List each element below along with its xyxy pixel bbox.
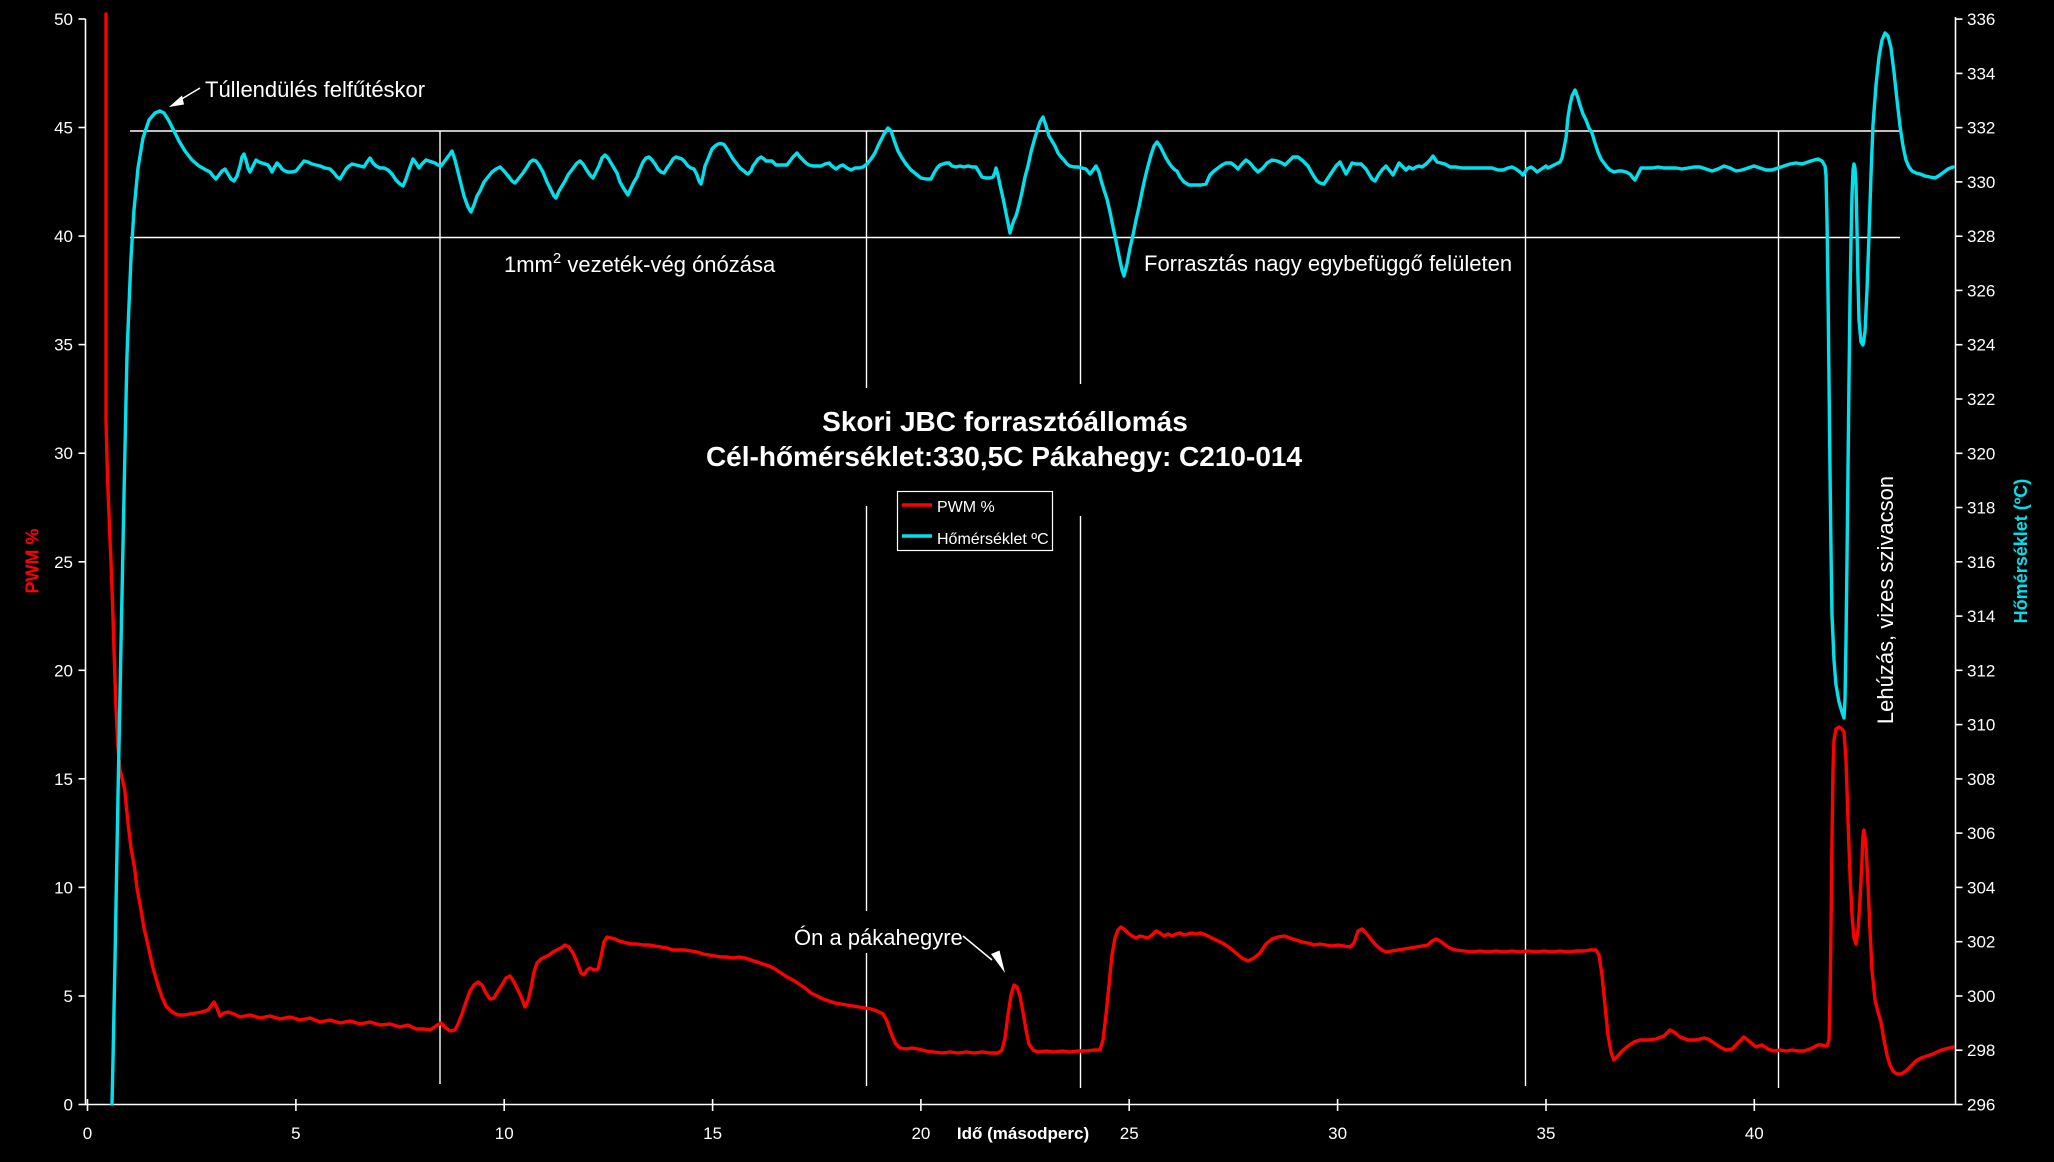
svg-text:25: 25 bbox=[54, 553, 73, 572]
svg-text:20: 20 bbox=[911, 1124, 930, 1143]
svg-text:328: 328 bbox=[1967, 227, 1995, 246]
svg-text:Túllendülés felfűtéskor: Túllendülés felfűtéskor bbox=[205, 77, 425, 102]
svg-text:5: 5 bbox=[291, 1124, 300, 1143]
svg-text:10: 10 bbox=[54, 878, 73, 897]
svg-text:40: 40 bbox=[54, 227, 73, 246]
svg-text:306: 306 bbox=[1967, 824, 1995, 843]
svg-text:25: 25 bbox=[1120, 1124, 1139, 1143]
svg-text:332: 332 bbox=[1967, 119, 1995, 138]
svg-text:320: 320 bbox=[1967, 444, 1995, 463]
svg-text:308: 308 bbox=[1967, 770, 1995, 789]
svg-text:Cél-hőmérséklet:330,5C Pákaheg: Cél-hőmérséklet:330,5C Pákahegy: C210-01… bbox=[706, 441, 1303, 472]
svg-text:15: 15 bbox=[54, 770, 73, 789]
svg-text:1mm2 vezeték-vég ónózása: 1mm2 vezeték-vég ónózása bbox=[504, 250, 776, 277]
svg-text:324: 324 bbox=[1967, 336, 1995, 355]
svg-text:30: 30 bbox=[54, 444, 73, 463]
svg-text:45: 45 bbox=[54, 119, 73, 138]
svg-text:35: 35 bbox=[1537, 1124, 1556, 1143]
svg-text:304: 304 bbox=[1967, 878, 1995, 897]
svg-text:10: 10 bbox=[495, 1124, 514, 1143]
svg-text:326: 326 bbox=[1967, 281, 1995, 300]
svg-text:0: 0 bbox=[83, 1124, 92, 1143]
svg-text:322: 322 bbox=[1967, 390, 1995, 409]
svg-text:Lehúzás, vizes szivacson: Lehúzás, vizes szivacson bbox=[1873, 476, 1898, 724]
svg-text:Hőmérséklet ºC: Hőmérséklet ºC bbox=[937, 531, 1049, 548]
svg-text:300: 300 bbox=[1967, 987, 1995, 1006]
svg-text:296: 296 bbox=[1967, 1096, 1995, 1115]
svg-text:PWM %: PWM % bbox=[937, 499, 995, 516]
svg-text:15: 15 bbox=[703, 1124, 722, 1143]
svg-text:20: 20 bbox=[54, 661, 73, 680]
svg-text:312: 312 bbox=[1967, 661, 1995, 680]
svg-text:336: 336 bbox=[1967, 10, 1995, 29]
svg-text:30: 30 bbox=[1328, 1124, 1347, 1143]
svg-text:PWM %: PWM % bbox=[23, 529, 43, 594]
svg-text:Hőmérséklet (ºC): Hőmérséklet (ºC) bbox=[2011, 479, 2031, 624]
svg-text:334: 334 bbox=[1967, 64, 1995, 83]
svg-text:5: 5 bbox=[64, 987, 73, 1006]
svg-text:50: 50 bbox=[54, 10, 73, 29]
svg-text:298: 298 bbox=[1967, 1041, 1995, 1060]
svg-text:314: 314 bbox=[1967, 607, 1995, 626]
svg-text:35: 35 bbox=[54, 336, 73, 355]
svg-text:Forrasztás nagy egybefüggő fel: Forrasztás nagy egybefüggő felületen bbox=[1144, 251, 1512, 276]
svg-text:330: 330 bbox=[1967, 173, 1995, 192]
svg-text:302: 302 bbox=[1967, 933, 1995, 952]
svg-text:Idő (másodperc): Idő (másodperc) bbox=[957, 1124, 1089, 1143]
svg-text:316: 316 bbox=[1967, 553, 1995, 572]
svg-text:40: 40 bbox=[1745, 1124, 1764, 1143]
svg-text:310: 310 bbox=[1967, 716, 1995, 735]
svg-text:318: 318 bbox=[1967, 499, 1995, 518]
svg-text:0: 0 bbox=[64, 1096, 73, 1115]
svg-text:Skori JBC forrasztóállomás: Skori JBC forrasztóállomás bbox=[822, 406, 1188, 437]
svg-text:Ón a pákahegyre: Ón a pákahegyre bbox=[794, 925, 963, 950]
